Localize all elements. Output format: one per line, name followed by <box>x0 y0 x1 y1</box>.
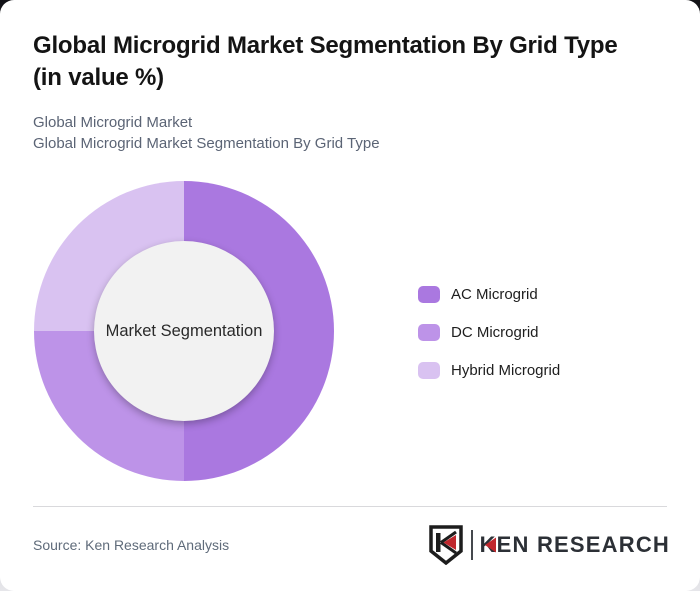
legend-swatch-ac <box>418 286 440 303</box>
ken-k-red-triangle-icon <box>484 537 496 553</box>
legend-label: AC Microgrid <box>451 286 538 303</box>
chart-subtitles: Global Microgrid Market Global Microgrid… <box>33 112 380 154</box>
legend-label: Hybrid Microgrid <box>451 362 561 379</box>
donut-chart[interactable]: Market Segmentation <box>34 181 334 481</box>
ken-research-shield-icon <box>428 525 463 565</box>
logo-text: KEN RESEARCH <box>479 532 670 557</box>
legend-swatch-dc <box>418 324 440 341</box>
donut-center: Market Segmentation <box>94 241 274 421</box>
footer-divider <box>33 506 667 507</box>
subtitle-line-2: Global Microgrid Market Segmentation By … <box>33 135 380 152</box>
legend-swatch-hybrid <box>418 362 440 379</box>
legend-label: DC Microgrid <box>451 324 539 341</box>
logo-text-wrap: KEN RESEARCH <box>480 532 670 558</box>
source-text: Source: Ken Research Analysis <box>33 537 230 553</box>
page-title: Global Microgrid Market Segmentation By … <box>33 30 678 94</box>
donut-center-label: Market Segmentation <box>105 321 263 340</box>
logo-separator <box>470 530 473 560</box>
title-line-1: Global Microgrid Market Segmentation By … <box>33 32 618 59</box>
subtitle-line-1: Global Microgrid Market <box>33 114 193 131</box>
legend-item-ac-microgrid[interactable]: AC Microgrid <box>418 286 560 303</box>
legend-item-dc-microgrid[interactable]: DC Microgrid <box>418 324 560 341</box>
shield-red-triangle <box>443 535 456 550</box>
legend-item-hybrid-microgrid[interactable]: Hybrid Microgrid <box>418 362 560 379</box>
title-line-2: (in value %) <box>33 64 164 91</box>
chart-legend: AC Microgrid DC Microgrid Hybrid Microgr… <box>418 286 560 379</box>
ken-research-logo: KEN RESEARCH <box>428 525 670 565</box>
